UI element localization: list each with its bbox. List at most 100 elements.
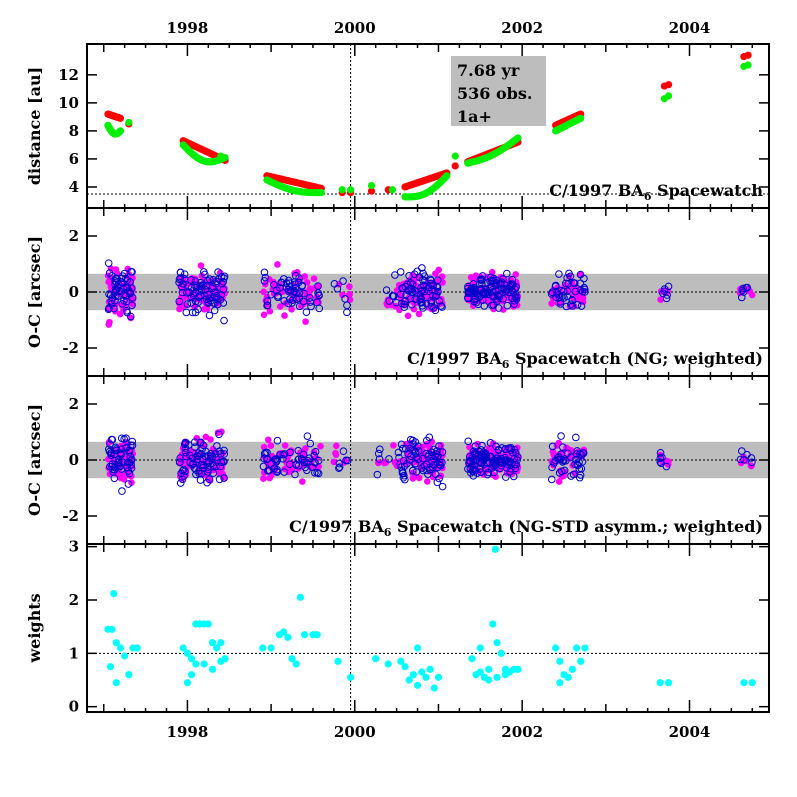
distance-series1-point [577, 114, 585, 122]
distance-series1-point [664, 92, 673, 100]
weight-point [491, 545, 499, 553]
oc1-dec-point [104, 305, 113, 314]
oc2-dec-point [407, 452, 415, 461]
oc1-dec-point [300, 289, 308, 298]
oc1-dec-point [104, 259, 113, 267]
oc1-dec-point [284, 287, 293, 296]
oc1-dec-point [128, 284, 136, 292]
oc1-ytick-label: 2 [69, 227, 79, 245]
weight-point [552, 644, 560, 652]
oc2-dec-point [466, 464, 475, 473]
oc2-dec-point [202, 447, 210, 456]
weights-ytick-label: 0 [69, 698, 79, 716]
oc2-dec-point [514, 453, 522, 461]
oc2-dec-point [335, 459, 344, 468]
weight-point [208, 665, 217, 673]
oc2-dec-point [558, 443, 567, 451]
oc1-ra-point [277, 303, 284, 310]
oc1-dec-point [580, 274, 588, 283]
distance-series0-point [451, 162, 459, 170]
oc2-dec-point [577, 450, 586, 459]
oc2-dec-point [547, 475, 556, 484]
oc2-dec-point [297, 455, 306, 463]
weight-point [267, 644, 275, 652]
oc2-dec-point [424, 470, 432, 478]
weight-point [200, 660, 208, 668]
oc1-dec-point [117, 274, 126, 283]
oc1-dec-point [434, 287, 442, 296]
oc1-dec-point [196, 284, 205, 292]
weight-point [401, 663, 409, 671]
oc2-dec-point [577, 464, 586, 473]
weight-point [112, 639, 120, 647]
oc1-dec-point [112, 287, 120, 295]
distance-series1-point [338, 186, 346, 194]
weight-point [476, 668, 484, 676]
weight-point [116, 644, 125, 652]
oc1-dec-point [178, 288, 187, 297]
distance-series1-point [367, 181, 376, 190]
weight-point [501, 671, 510, 679]
oc2-dec-point [486, 439, 495, 447]
weight-point [664, 679, 673, 687]
oc2-ra-point [264, 436, 272, 444]
oc2-ra-point [423, 478, 431, 485]
oc1-dec-point [407, 284, 416, 293]
oc1-dec-point [176, 268, 185, 277]
oc1-dec-point [478, 272, 487, 280]
weight-point [284, 633, 292, 641]
oc1-dec-point [315, 304, 324, 313]
oc1-dec-point [112, 278, 121, 287]
oc1-dec-point [302, 308, 311, 316]
oc1-dec-point [429, 291, 437, 300]
oc1-dec-point [562, 302, 571, 311]
oc1-dec-point [197, 286, 206, 294]
distance-series1-point [451, 152, 459, 160]
distance-ytick-label: 4 [69, 178, 79, 196]
oc2-dec-point [122, 444, 130, 453]
oc1-ylabel: O-C [arcsec] [25, 236, 44, 348]
oc1-dec-point [660, 285, 669, 293]
oc2-dec-point [339, 447, 348, 456]
oc2-dec-point [302, 466, 311, 475]
oc1-ra-point [281, 312, 288, 319]
oc1-dec-point [499, 284, 508, 293]
oc2-dec-point [112, 445, 121, 453]
oc2-ra-point [317, 442, 324, 450]
oc1-ra-point [512, 271, 520, 278]
oc1-dec-point [219, 285, 228, 294]
oc1-dec-point [288, 296, 297, 304]
oc1-dec-point [505, 285, 514, 293]
oc2-dec-point [561, 456, 570, 465]
oc1-dec-point [214, 268, 222, 276]
oc1-dec-point [489, 293, 497, 301]
oc2-dec-point [311, 447, 320, 456]
weight-point [397, 657, 405, 665]
oc1-dec-point [508, 294, 516, 303]
oc1-dec-point [438, 303, 446, 311]
oc1-ra-point [197, 262, 205, 269]
oc2-dec-point [507, 464, 515, 473]
oc1-dec-point [662, 294, 671, 303]
oc1-dec-point [260, 268, 269, 277]
oc1-dec-point [425, 287, 433, 295]
oc1-dec-point [188, 308, 197, 317]
oc1-dec-point [568, 302, 577, 310]
oc1-dec-point [219, 278, 227, 286]
oc1-dec-point [187, 299, 195, 307]
weight-point [204, 620, 212, 628]
oc1-ra-point [384, 301, 391, 309]
oc2-ra-point [295, 465, 302, 472]
oc2-dec-point [554, 455, 563, 464]
oc1-dec-point [118, 299, 127, 308]
oc2-dec-point [736, 455, 745, 464]
weight-point [192, 660, 200, 668]
weight-point [556, 679, 564, 687]
oc2-ra-point [390, 442, 397, 449]
weight-point [476, 644, 484, 652]
oc2-dec-point [578, 457, 587, 466]
distance-series1-point [116, 127, 125, 135]
oc1-ra-point [107, 265, 115, 272]
oc2-dec-point [203, 460, 211, 468]
weight-point [430, 684, 438, 692]
